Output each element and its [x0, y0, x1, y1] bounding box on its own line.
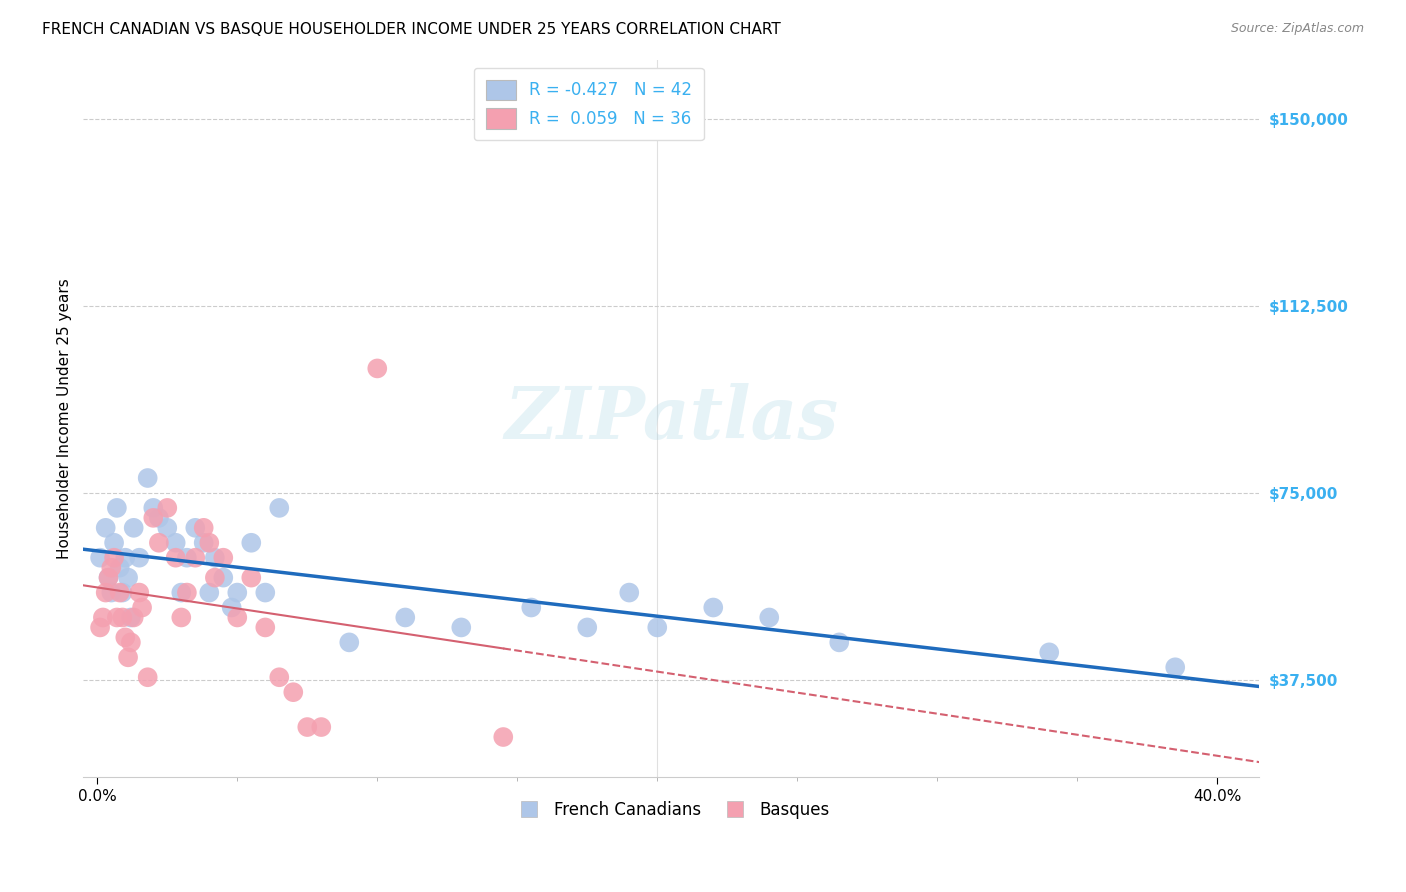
Point [254, 585, 277, 599]
Point [176, 550, 198, 565]
Point [221, 600, 243, 615]
Point [184, 550, 207, 565]
Point [758, 610, 780, 624]
Point [148, 535, 170, 549]
Point [131, 600, 153, 615]
Point [111, 585, 134, 599]
Point [176, 585, 198, 599]
Point [136, 670, 159, 684]
Point [520, 600, 543, 615]
Point [240, 535, 263, 549]
Point [193, 521, 215, 535]
Point [1164, 660, 1187, 674]
Point [212, 550, 235, 565]
Point [492, 730, 515, 744]
Point [311, 720, 333, 734]
Point [240, 571, 263, 585]
Legend: French Canadians, Basques: French Canadians, Basques [506, 795, 837, 826]
Point [100, 585, 122, 599]
Point [117, 650, 139, 665]
Point [366, 361, 388, 376]
Point [283, 685, 305, 699]
Point [103, 535, 125, 549]
Point [1038, 645, 1060, 659]
Point [198, 585, 221, 599]
Point [100, 560, 122, 574]
Point [212, 571, 235, 585]
Point [297, 720, 319, 734]
Point [120, 635, 142, 649]
Point [105, 500, 128, 515]
Point [702, 600, 724, 615]
Point [97, 571, 120, 585]
Point [128, 585, 150, 599]
Point [91, 610, 114, 624]
Point [254, 620, 277, 634]
Point [619, 585, 641, 599]
Point [128, 550, 150, 565]
Point [450, 620, 472, 634]
Point [111, 610, 134, 624]
Point [103, 550, 125, 565]
Point [576, 620, 599, 634]
Point [108, 585, 131, 599]
Point [226, 585, 249, 599]
Point [122, 521, 145, 535]
Point [337, 635, 360, 649]
Point [828, 635, 851, 649]
Point [142, 500, 165, 515]
Point [142, 511, 165, 525]
Point [148, 511, 170, 525]
Point [108, 560, 131, 574]
Point [170, 610, 193, 624]
Point [122, 610, 145, 624]
Point [120, 610, 142, 624]
Text: Source: ZipAtlas.com: Source: ZipAtlas.com [1230, 22, 1364, 36]
Point [136, 471, 159, 485]
Point [156, 500, 179, 515]
Point [226, 610, 249, 624]
Point [204, 550, 226, 565]
Text: ZIPatlas: ZIPatlas [505, 383, 838, 454]
Text: FRENCH CANADIAN VS BASQUE HOUSEHOLDER INCOME UNDER 25 YEARS CORRELATION CHART: FRENCH CANADIAN VS BASQUE HOUSEHOLDER IN… [42, 22, 780, 37]
Point [269, 500, 291, 515]
Point [394, 610, 416, 624]
Point [97, 571, 120, 585]
Point [204, 571, 226, 585]
Point [165, 535, 187, 549]
Point [170, 585, 193, 599]
Point [117, 571, 139, 585]
Point [94, 585, 117, 599]
Point [156, 521, 179, 535]
Point [105, 610, 128, 624]
Point [94, 521, 117, 535]
Point [89, 620, 111, 634]
Point [114, 631, 136, 645]
Point [114, 550, 136, 565]
Point [165, 550, 187, 565]
Point [193, 535, 215, 549]
Y-axis label: Householder Income Under 25 years: Householder Income Under 25 years [58, 278, 72, 558]
Point [184, 521, 207, 535]
Point [198, 535, 221, 549]
Point [89, 550, 111, 565]
Point [269, 670, 291, 684]
Point [645, 620, 668, 634]
